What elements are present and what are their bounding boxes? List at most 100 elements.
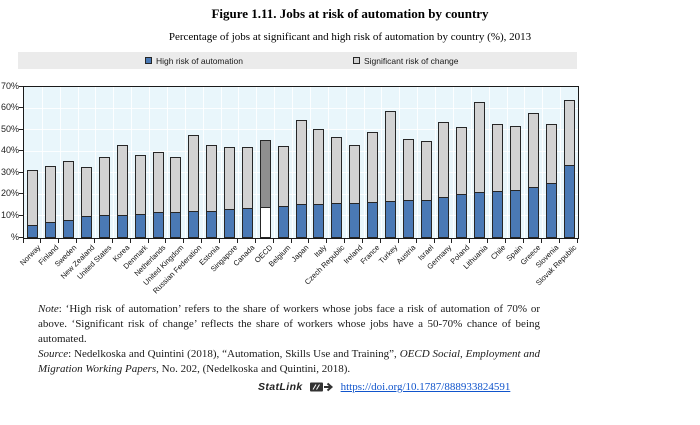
x-axis-tick-24 [451, 239, 453, 243]
gridline-v-16 [309, 87, 311, 238]
statlink-icon [309, 382, 333, 392]
bar-greece-significant-segment [527, 112, 539, 188]
bar-estonia-significant-segment [206, 145, 218, 212]
y-axis-label-50: 50% [0, 123, 19, 134]
bar-denmark [134, 154, 146, 238]
y-axis-label-60: 60% [0, 102, 19, 113]
figure-notes: Note: ‘High risk of automation’ refers t… [38, 302, 540, 377]
statlink-url[interactable]: https://doi.org/10.1787/888933824591 [340, 381, 511, 393]
gridline-v-25 [470, 87, 472, 238]
bar-netherlands [152, 151, 164, 238]
bar-finland-high-risk-segment [45, 222, 57, 238]
bar-italy-significant-segment [313, 129, 325, 205]
x-axis-tick-19 [362, 239, 364, 243]
bar-singapore [224, 147, 236, 238]
bar-slovenia-significant-segment [545, 123, 557, 185]
gridline-v-5 [113, 87, 115, 238]
y-axis-label-20: 20% [0, 188, 19, 199]
x-axis-tick-14 [272, 239, 274, 243]
x-axis-tick-22 [415, 239, 417, 243]
bar-oecd-significant-segment [259, 139, 271, 208]
x-axis-tick-4 [93, 239, 95, 243]
gridline-v-3 [77, 87, 79, 238]
bar-ireland [349, 145, 361, 238]
bar-slovak-republic [563, 99, 575, 238]
x-axis-tick-29 [540, 239, 542, 243]
gridline-h-60 [24, 107, 578, 109]
bar-netherlands-high-risk-segment [152, 213, 164, 238]
gridline-v-10 [202, 87, 204, 238]
bar-japan-significant-segment [295, 120, 307, 206]
x-axis-tick-15 [290, 239, 292, 243]
bar-italy [313, 129, 325, 238]
bar-israel-high-risk-segment [420, 200, 432, 238]
y-axis-label-40: 40% [0, 145, 19, 156]
bar-slovak-republic-significant-segment [563, 99, 575, 166]
plot-area [23, 86, 579, 239]
gridline-v-4 [95, 87, 97, 238]
bar-poland [456, 126, 468, 238]
bar-ireland-high-risk-segment [349, 203, 361, 238]
gridline-v-7 [149, 87, 151, 238]
bar-norway-high-risk-segment [27, 225, 39, 238]
bar-germany-significant-segment [438, 121, 450, 199]
bar-united-states-significant-segment [98, 157, 110, 216]
bar-sweden [63, 161, 75, 238]
bar-russian-federation-significant-segment [188, 134, 200, 213]
x-axis-tick-28 [522, 239, 524, 243]
legend-swatch-significant-risk [353, 57, 360, 64]
note-text: Note: ‘High risk of automation’ refers t… [38, 303, 540, 345]
x-axis-tick-30 [558, 239, 560, 243]
bar-germany [438, 121, 450, 238]
bar-slovak-republic-high-risk-segment [563, 165, 575, 238]
bar-belgium-high-risk-segment [277, 207, 289, 238]
bar-israel [420, 141, 432, 238]
legend-item-high-risk: High risk of automation [145, 52, 243, 69]
x-axis-tick-0 [22, 239, 24, 243]
bar-japan [295, 120, 307, 238]
x-axis-tick-12 [236, 239, 238, 243]
bar-new-zealand [81, 166, 93, 238]
gridline-v-14 [274, 87, 276, 238]
bar-singapore-high-risk-segment [224, 210, 236, 238]
bar-denmark-significant-segment [134, 154, 146, 215]
bar-czech-republic-significant-segment [331, 137, 343, 205]
bar-new-zealand-significant-segment [81, 166, 93, 218]
bar-belgium-significant-segment [277, 146, 289, 208]
bar-belgium [277, 146, 289, 238]
gridline-v-2 [59, 87, 61, 238]
bar-korea [116, 145, 128, 238]
bar-russian-federation-high-risk-segment [188, 212, 200, 238]
chart-legend: High risk of automation Significant risk… [18, 52, 577, 69]
bar-turkey-significant-segment [384, 110, 396, 202]
gridline-v-28 [524, 87, 526, 238]
bar-turkey [384, 110, 396, 238]
gridline-v-21 [399, 87, 401, 238]
gridline-v-23 [435, 87, 437, 238]
legend-label-significant-risk: Significant risk of change [364, 55, 459, 66]
x-axis-tick-11 [219, 239, 221, 243]
bar-russian-federation [188, 134, 200, 238]
x-axis-tick-5 [111, 239, 113, 243]
legend-item-significant-risk: Significant risk of change [353, 52, 459, 69]
bar-norway-significant-segment [27, 170, 39, 226]
x-axis-tick-26 [487, 239, 489, 243]
gridline-v-6 [131, 87, 133, 238]
x-axis-tick-25 [469, 239, 471, 243]
gridline-v-29 [542, 87, 544, 238]
x-axis-tick-8 [165, 239, 167, 243]
x-axis-tick-13 [254, 239, 256, 243]
bar-israel-significant-segment [420, 141, 432, 201]
bar-greece-high-risk-segment [527, 187, 539, 238]
bar-chile [492, 123, 504, 238]
y-axis-label-10: 10% [0, 209, 19, 220]
x-axis-tick-9 [183, 239, 185, 243]
gridline-v-20 [381, 87, 383, 238]
gridline-v-12 [238, 87, 240, 238]
x-axis-tick-7 [147, 239, 149, 243]
bar-united-kingdom-significant-segment [170, 156, 182, 213]
bar-norway [27, 170, 39, 238]
gridline-v-30 [560, 87, 562, 238]
x-axis-tick-6 [129, 239, 131, 243]
